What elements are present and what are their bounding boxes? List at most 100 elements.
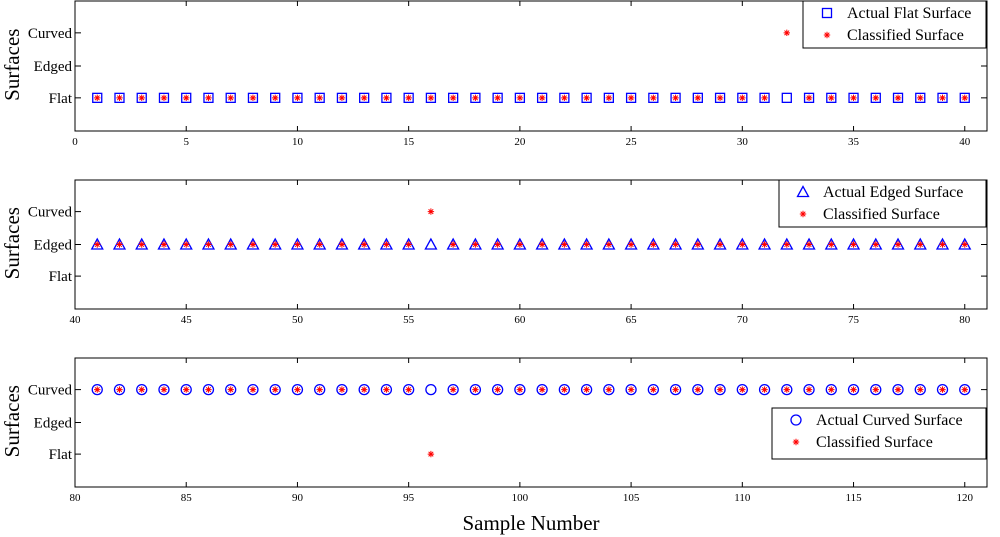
data-point: [583, 386, 590, 393]
data-point: [427, 208, 435, 215]
legend-marker: [823, 31, 831, 39]
data-point: [405, 94, 412, 102]
data-point: [138, 94, 145, 102]
data-point: [94, 241, 101, 248]
data-point: [203, 92, 214, 103]
chart-panel-2: 40 45 50 55 60 65 70 75 80 Flat Edged CurvedSurface…: [0, 179, 988, 326]
data-point: [917, 386, 924, 393]
data-point: [783, 29, 791, 37]
y-tick-label: Flat: [49, 447, 73, 463]
x-tick-label: 60: [514, 314, 526, 326]
data-point: [561, 94, 568, 102]
data-point: [538, 386, 546, 393]
data-point: [805, 241, 813, 248]
data-point: [225, 92, 236, 103]
data-point: [202, 383, 215, 396]
data-point: [870, 383, 882, 396]
x-tick-label: 115: [845, 492, 862, 504]
data-point: [336, 92, 348, 103]
x-tick-label: 100: [512, 492, 529, 504]
data-point: [469, 383, 482, 396]
data-point: [249, 94, 257, 102]
data-point: [915, 92, 926, 103]
data-point: [803, 383, 815, 396]
data-point: [805, 94, 813, 102]
y-tick-label: Edged: [34, 59, 73, 75]
data-point: [383, 94, 390, 102]
data-point: [205, 94, 212, 102]
data-point: [848, 92, 859, 103]
data-point: [403, 92, 414, 103]
x-tick-label: 40: [70, 314, 82, 326]
data-point: [271, 94, 279, 102]
y-tick-label: Edged: [34, 238, 73, 254]
data-point: [559, 92, 570, 103]
data-point: [561, 386, 568, 393]
legend-label: Actual Flat Surface: [847, 5, 971, 22]
data-point: [314, 92, 325, 103]
data-point: [136, 92, 147, 103]
data-point: [294, 386, 301, 393]
data-point: [91, 383, 103, 396]
data-point: [739, 241, 746, 248]
data-point: [737, 92, 748, 103]
data-point: [961, 386, 968, 393]
data-point: [227, 386, 234, 393]
legend-marker: [792, 438, 800, 446]
data-point: [716, 241, 724, 248]
data-point: [714, 383, 726, 396]
data-point: [625, 92, 637, 103]
legend-marker: [799, 210, 807, 218]
data-point: [736, 383, 748, 396]
legend-box: [802, 0, 987, 49]
data-point: [183, 94, 190, 102]
data-point: [271, 241, 279, 248]
data-point: [114, 92, 125, 103]
series-2: [94, 208, 968, 248]
data-point: [692, 383, 704, 396]
legend-label: Classified Surface: [847, 27, 964, 44]
x-tick-label: 75: [848, 314, 860, 326]
data-point: [917, 94, 924, 102]
data-point: [427, 450, 435, 458]
data-point: [828, 94, 835, 102]
data-point: [716, 94, 724, 102]
data-point: [536, 383, 548, 396]
y-axis-label: Surfaces: [0, 385, 24, 457]
data-point: [783, 241, 791, 248]
data-point: [160, 386, 168, 393]
data-point: [183, 386, 190, 393]
data-point: [516, 241, 524, 248]
data-point: [648, 92, 659, 103]
data-point: [536, 92, 548, 103]
x-tick-label: 95: [403, 492, 415, 504]
data-point: [116, 94, 123, 102]
data-point: [939, 241, 946, 248]
data-point: [270, 92, 281, 103]
data-point: [959, 383, 971, 396]
data-point: [872, 94, 879, 102]
data-point: [939, 94, 946, 102]
data-point: [936, 383, 949, 396]
data-point: [739, 386, 746, 393]
data-point: [494, 241, 501, 248]
x-tick-label: 85: [181, 492, 193, 504]
data-point: [294, 241, 301, 248]
legend: Actual Edged Surface Classified Surface: [778, 179, 987, 228]
x-tick-label: 0: [72, 136, 78, 148]
data-point: [561, 241, 568, 248]
data-point: [160, 241, 168, 248]
x-tick-label: 20: [514, 136, 526, 148]
data-point: [583, 241, 590, 248]
data-point: [470, 92, 481, 103]
legend-box: [771, 407, 987, 460]
y-axis-label: Surfaces: [0, 207, 24, 279]
x-tick-label: 50: [292, 314, 304, 326]
data-point: [225, 383, 237, 396]
data-point: [669, 383, 682, 396]
data-point: [872, 241, 879, 248]
data-point: [825, 383, 837, 396]
data-point: [627, 241, 635, 248]
data-point: [403, 383, 415, 396]
data-point: [491, 383, 504, 396]
